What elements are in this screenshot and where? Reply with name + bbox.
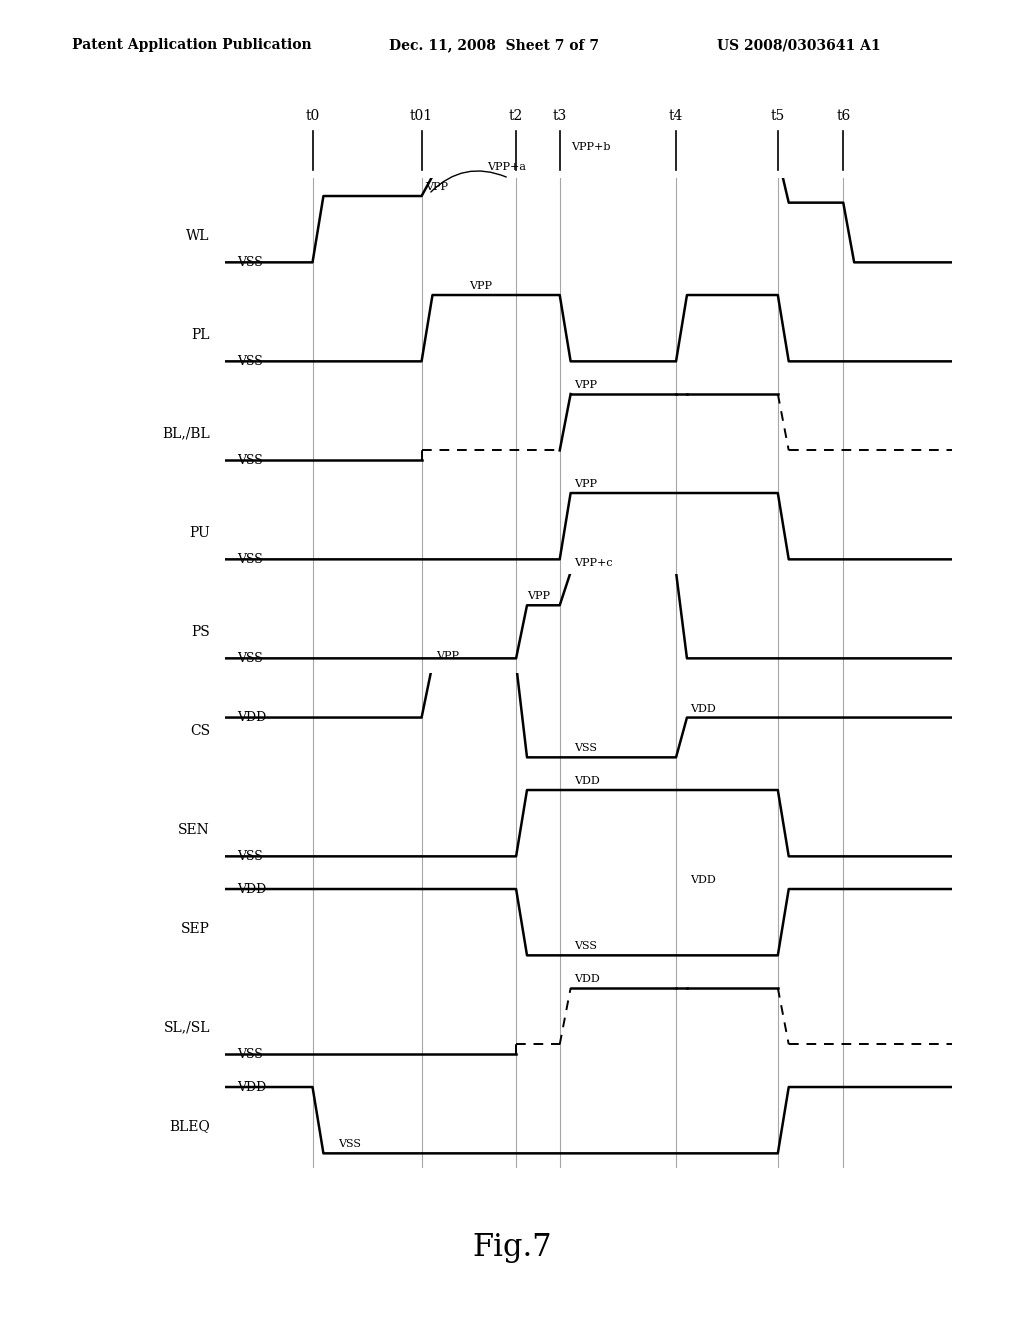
- Text: VSS: VSS: [574, 743, 597, 754]
- Text: VPP: VPP: [425, 182, 449, 191]
- Text: SEP: SEP: [181, 921, 210, 936]
- Text: t3: t3: [553, 108, 567, 123]
- Text: PS: PS: [191, 624, 210, 639]
- Text: VSS: VSS: [238, 355, 263, 368]
- Text: VDD: VDD: [574, 974, 600, 985]
- Text: t4: t4: [669, 108, 683, 123]
- Text: t6: t6: [837, 108, 850, 123]
- Text: VSS: VSS: [238, 652, 263, 665]
- Text: Fig.7: Fig.7: [472, 1232, 552, 1263]
- Text: VPP+b: VPP+b: [570, 143, 610, 152]
- Text: VSS: VSS: [238, 553, 263, 566]
- Text: VPP: VPP: [574, 479, 597, 490]
- Text: VSS: VSS: [238, 850, 263, 863]
- Text: PL: PL: [191, 327, 210, 342]
- Text: VPP: VPP: [527, 591, 550, 602]
- Text: t5: t5: [771, 108, 785, 123]
- Text: SEN: SEN: [178, 822, 210, 837]
- Text: t0: t0: [305, 108, 319, 123]
- Text: VPP: VPP: [436, 651, 459, 660]
- Text: CS: CS: [189, 723, 210, 738]
- Text: VSS: VSS: [238, 454, 263, 467]
- Text: PU: PU: [189, 525, 210, 540]
- Text: VSS: VSS: [338, 1139, 361, 1150]
- Text: VDD: VDD: [690, 704, 717, 714]
- Text: VPP: VPP: [574, 380, 597, 391]
- Text: VPP+a: VPP+a: [487, 162, 526, 172]
- Text: VPP+c: VPP+c: [574, 558, 613, 568]
- Text: US 2008/0303641 A1: US 2008/0303641 A1: [717, 38, 881, 53]
- Text: VDD: VDD: [574, 776, 600, 787]
- Text: VSS: VSS: [238, 256, 263, 269]
- Text: t2: t2: [509, 108, 523, 123]
- Text: WL: WL: [186, 228, 210, 243]
- Text: BLEQ: BLEQ: [169, 1119, 210, 1134]
- Text: VDD: VDD: [690, 875, 717, 884]
- Text: BL,/BL: BL,/BL: [162, 426, 210, 441]
- Text: Dec. 11, 2008  Sheet 7 of 7: Dec. 11, 2008 Sheet 7 of 7: [389, 38, 599, 53]
- Text: VDD: VDD: [238, 711, 267, 725]
- Text: Patent Application Publication: Patent Application Publication: [72, 38, 311, 53]
- Text: t01: t01: [410, 108, 433, 123]
- Text: VDD: VDD: [238, 883, 267, 895]
- Text: VSS: VSS: [238, 1048, 263, 1061]
- Text: VPP: VPP: [469, 281, 492, 290]
- Text: VDD: VDD: [238, 1081, 267, 1093]
- Text: VSS: VSS: [574, 941, 597, 952]
- Text: SL,/SL: SL,/SL: [164, 1020, 210, 1035]
